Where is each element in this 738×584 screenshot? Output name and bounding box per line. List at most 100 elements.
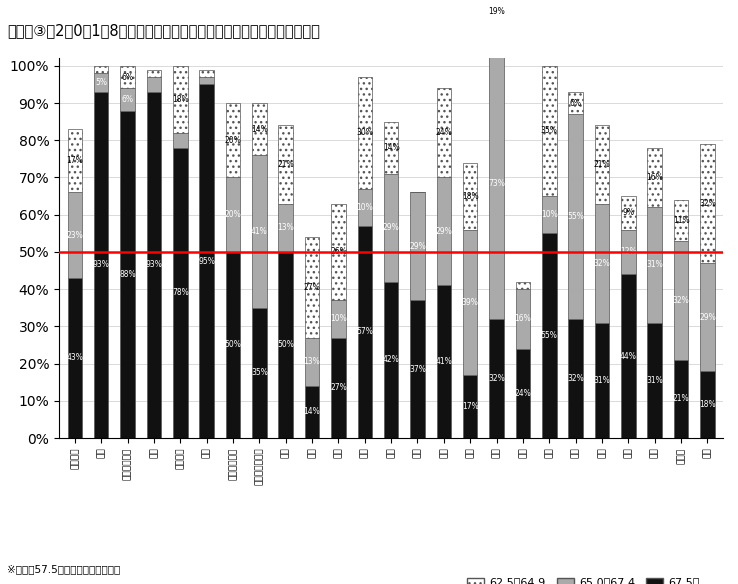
Text: 19%: 19% <box>489 8 505 16</box>
Bar <box>120 66 135 88</box>
Text: グラフ③　2　0　1　8国公立大前期合格者　成績別内訳　（河合塩調査）: グラフ③ 2 0 1 8国公立大前期合格者 成績別内訳 （河合塩調査） <box>7 23 320 39</box>
Bar <box>68 192 82 278</box>
Bar <box>68 278 82 438</box>
Bar <box>647 322 662 438</box>
Text: 31%: 31% <box>646 376 663 385</box>
Bar <box>568 92 583 114</box>
Bar <box>410 192 425 300</box>
Bar <box>384 174 399 281</box>
Bar <box>68 129 82 192</box>
Bar <box>357 189 372 226</box>
Text: 95%: 95% <box>199 257 215 266</box>
Bar <box>700 371 714 438</box>
Text: 42%: 42% <box>383 355 399 364</box>
Bar <box>94 73 108 92</box>
Bar <box>410 300 425 438</box>
Bar <box>437 286 451 438</box>
Bar <box>568 319 583 438</box>
Text: 29%: 29% <box>435 227 452 236</box>
Bar <box>568 114 583 319</box>
Text: 17%: 17% <box>462 402 478 411</box>
Bar <box>147 69 161 77</box>
Text: 13%: 13% <box>277 223 294 232</box>
Bar <box>305 338 320 386</box>
Text: 6%: 6% <box>570 99 582 107</box>
Bar <box>305 237 320 338</box>
Bar <box>278 204 293 252</box>
Bar <box>120 88 135 110</box>
Text: 41%: 41% <box>251 227 268 236</box>
Text: 20%: 20% <box>224 210 241 219</box>
Bar <box>199 69 214 77</box>
Text: 16%: 16% <box>646 173 663 182</box>
Bar <box>674 241 689 360</box>
Bar <box>173 66 187 133</box>
Text: 18%: 18% <box>462 192 478 200</box>
Text: 11%: 11% <box>673 216 689 225</box>
Text: 39%: 39% <box>462 298 479 307</box>
Bar <box>595 126 610 204</box>
Text: 14%: 14% <box>383 143 399 152</box>
Bar <box>516 289 530 349</box>
Text: 18%: 18% <box>699 400 716 409</box>
Bar <box>94 66 108 73</box>
Text: 9%: 9% <box>622 208 635 217</box>
Text: 35%: 35% <box>541 127 558 135</box>
Bar <box>305 386 320 438</box>
Bar <box>621 230 635 274</box>
Bar <box>463 162 477 230</box>
Text: 6%: 6% <box>122 95 134 104</box>
Bar <box>595 322 610 438</box>
Text: 27%: 27% <box>330 383 347 392</box>
Text: 57%: 57% <box>356 328 373 336</box>
Text: 32%: 32% <box>568 374 584 383</box>
Text: 43%: 43% <box>66 353 83 363</box>
Text: 6%: 6% <box>122 72 134 82</box>
Text: 14%: 14% <box>304 408 320 416</box>
Bar <box>463 375 477 438</box>
Text: 50%: 50% <box>224 340 241 349</box>
Text: 26%: 26% <box>330 248 347 256</box>
Bar <box>226 103 241 178</box>
Text: 17%: 17% <box>66 157 83 165</box>
Text: 24%: 24% <box>435 128 452 137</box>
Bar <box>700 263 714 371</box>
Text: 30%: 30% <box>356 128 373 137</box>
Text: 16%: 16% <box>514 314 531 324</box>
Text: 29%: 29% <box>699 312 716 322</box>
Bar <box>173 133 187 148</box>
Text: 50%: 50% <box>277 340 294 349</box>
Text: 93%: 93% <box>145 260 162 269</box>
Text: 29%: 29% <box>409 242 426 251</box>
Bar <box>384 281 399 438</box>
Bar <box>226 178 241 252</box>
Text: 29%: 29% <box>383 223 399 232</box>
Bar <box>542 196 556 234</box>
Bar <box>516 349 530 438</box>
Text: 93%: 93% <box>93 260 110 269</box>
Bar <box>278 126 293 204</box>
Bar <box>595 204 610 322</box>
Text: 32%: 32% <box>673 296 689 305</box>
Bar <box>199 77 214 85</box>
Bar <box>700 144 714 263</box>
Bar <box>357 226 372 438</box>
Bar <box>489 47 504 319</box>
Text: 10%: 10% <box>356 203 373 212</box>
Bar <box>147 92 161 438</box>
Text: 31%: 31% <box>593 376 610 385</box>
Text: 21%: 21% <box>673 394 689 404</box>
Bar <box>463 230 477 375</box>
Bar <box>489 319 504 438</box>
Text: 5%: 5% <box>95 78 107 87</box>
Text: 78%: 78% <box>172 288 189 297</box>
Text: 88%: 88% <box>120 270 136 279</box>
Bar <box>384 121 399 174</box>
Bar <box>542 234 556 438</box>
Bar <box>647 207 662 322</box>
Text: 12%: 12% <box>620 248 637 256</box>
Bar <box>647 148 662 207</box>
Bar <box>489 0 504 47</box>
Bar <box>331 204 345 300</box>
Text: 31%: 31% <box>646 260 663 269</box>
